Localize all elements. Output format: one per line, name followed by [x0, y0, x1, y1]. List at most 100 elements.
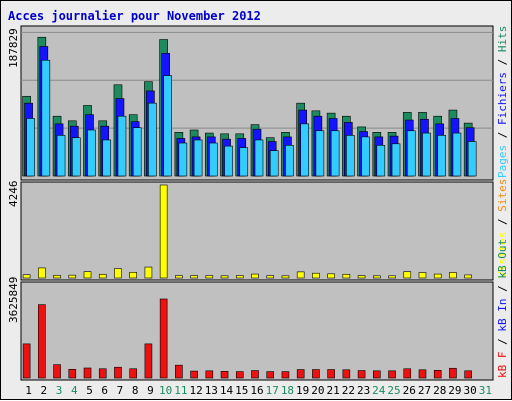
bar-visites-day-undefined	[160, 185, 167, 278]
bar-kb-f-day-undefined	[191, 371, 198, 378]
x-tick-label-day-24: 24	[372, 384, 386, 397]
x-tick-label-day-13: 13	[205, 384, 218, 397]
bar-kb-f-day-undefined	[236, 372, 243, 378]
panel-2	[21, 182, 493, 280]
legend-separator: /	[496, 125, 509, 145]
x-tick-label-day-8: 8	[132, 384, 139, 397]
bar-pages-day-28	[438, 135, 446, 176]
bar-pages-day-1	[27, 119, 35, 176]
bar-visites-day-undefined	[297, 272, 304, 278]
legend-item-sites: Sites	[496, 179, 509, 212]
x-tick-label-day-12: 12	[189, 384, 202, 397]
x-tick-label-day-6: 6	[101, 384, 108, 397]
x-tick-label-day-21: 21	[327, 384, 340, 397]
x-tick-label-day-18: 18	[281, 384, 294, 397]
bar-visites-day-undefined	[404, 272, 411, 278]
chart-title: Acces journalier pour November 2012	[8, 9, 261, 23]
y-max-label: 187829	[7, 28, 20, 68]
panel-1	[21, 26, 493, 180]
x-tick-label-day-3: 3	[56, 384, 63, 397]
legend-item-kb-in: kB In	[496, 299, 509, 332]
bar-visites-day-undefined	[23, 275, 30, 278]
bar-visites-day-undefined	[328, 274, 335, 278]
bar-pages-day-2	[42, 60, 50, 176]
bar-kb-f-day-undefined	[38, 305, 45, 378]
bar-kb-f-day-undefined	[328, 370, 335, 378]
bar-kb-f-day-undefined	[130, 369, 137, 378]
x-tick-label-day-22: 22	[342, 384, 355, 397]
bar-pages-day-3	[57, 135, 65, 176]
bar-pages-day-8	[133, 128, 141, 176]
bar-pages-day-23	[362, 137, 370, 176]
bar-pages-day-16	[255, 140, 263, 176]
legend-panel-1: Pages / Fichiers / Hits	[496, 26, 509, 178]
bar-pages-day-6	[103, 140, 111, 176]
bar-pages-day-5	[88, 130, 96, 176]
x-tick-label-day-4: 4	[71, 384, 78, 397]
bar-pages-day-26	[407, 131, 415, 176]
bar-kb-f-day-undefined	[465, 371, 472, 378]
bar-visites-day-undefined	[389, 276, 396, 278]
bar-pages-day-29	[453, 133, 461, 176]
bar-pages-day-4	[72, 138, 80, 176]
legend-separator: /	[496, 332, 509, 352]
x-tick-label-day-16: 16	[250, 384, 263, 397]
x-tick-label-day-10: 10	[159, 384, 172, 397]
bar-pages-day-15	[240, 148, 248, 176]
bar-visites-day-undefined	[465, 275, 472, 278]
x-tick-label-day-27: 27	[418, 384, 431, 397]
bar-visites-day-undefined	[267, 276, 274, 278]
bar-visites-day-undefined	[312, 273, 319, 278]
bar-visites-day-undefined	[419, 273, 426, 278]
bar-kb-f-day-undefined	[373, 371, 380, 378]
legend-separator: /	[496, 212, 509, 232]
x-tick-label-day-11: 11	[174, 384, 187, 397]
bar-pages-day-14	[225, 146, 233, 176]
x-tick-label-day-1: 1	[25, 384, 32, 397]
bar-visites-day-undefined	[343, 274, 350, 278]
plot-area	[21, 282, 493, 380]
x-tick-label-day-31: 31	[479, 384, 492, 397]
bar-kb-f-day-undefined	[389, 371, 396, 378]
bar-kb-f-day-undefined	[282, 372, 289, 378]
bar-pages-day-11	[179, 143, 187, 176]
x-tick-label-day-5: 5	[86, 384, 93, 397]
bar-visites-day-undefined	[373, 276, 380, 278]
x-tick-label-day-29: 29	[448, 384, 461, 397]
bar-kb-f-day-undefined	[23, 344, 30, 378]
bar-kb-f-day-undefined	[160, 299, 167, 378]
bar-kb-f-day-undefined	[297, 370, 304, 378]
x-tick-label-day-14: 14	[220, 384, 234, 397]
bar-kb-f-day-undefined	[267, 372, 274, 378]
bar-kb-f-day-undefined	[343, 370, 350, 378]
x-tick-label-day-20: 20	[311, 384, 324, 397]
bar-visites-day-undefined	[434, 274, 441, 278]
bar-pages-day-25	[392, 144, 400, 176]
bar-pages-day-30	[468, 142, 476, 176]
bar-visites-day-undefined	[114, 269, 121, 278]
bar-visites-day-undefined	[221, 276, 228, 278]
bar-kb-f-day-undefined	[252, 371, 259, 378]
bar-kb-f-day-undefined	[175, 365, 182, 378]
bar-kb-f-day-undefined	[84, 368, 91, 378]
bar-pages-day-19	[301, 124, 309, 176]
bar-pages-day-18	[285, 145, 293, 176]
x-tick-label-day-26: 26	[403, 384, 416, 397]
x-tick-label-day-2: 2	[41, 384, 48, 397]
y-max-label: 3625849	[7, 277, 20, 323]
legend-item-fichiers: Fichiers	[496, 72, 509, 125]
bar-pages-day-17	[270, 151, 278, 176]
bar-visites-day-undefined	[191, 276, 198, 278]
y-max-label: 4246	[7, 181, 20, 208]
bar-kb-f-day-undefined	[419, 370, 426, 378]
bar-kb-f-day-undefined	[221, 371, 228, 378]
bar-kb-f-day-undefined	[206, 371, 213, 378]
x-tick-label-day-7: 7	[117, 384, 124, 397]
bar-pages-day-20	[316, 131, 324, 176]
x-tick-label-day-9: 9	[147, 384, 154, 397]
bar-pages-day-13	[209, 143, 217, 176]
legend-item-pages: Pages	[496, 145, 509, 178]
bar-pages-day-22	[346, 135, 354, 176]
x-tick-label-day-15: 15	[235, 384, 248, 397]
